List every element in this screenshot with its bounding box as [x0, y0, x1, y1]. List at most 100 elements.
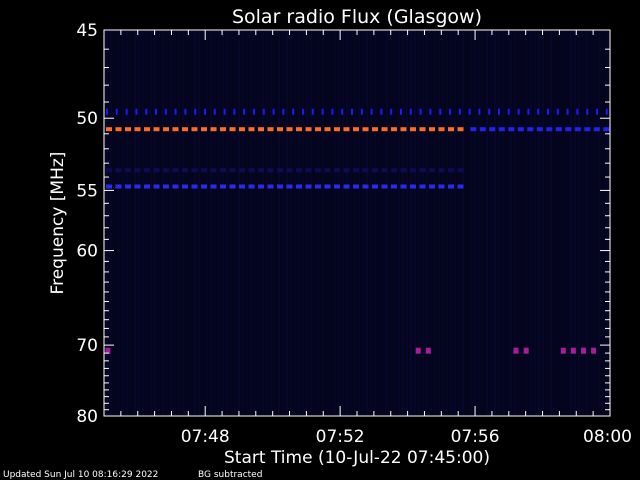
noise-streak: [174, 31, 176, 415]
band-segment: [213, 108, 216, 115]
band-segment: [305, 184, 312, 189]
band-segment: [115, 108, 118, 115]
noise-streak: [186, 31, 188, 415]
noise-streak: [234, 31, 236, 415]
noise-streak: [190, 31, 192, 415]
band-segment: [106, 168, 112, 173]
noise-streak: [382, 31, 384, 415]
band-segment: [400, 184, 407, 189]
band-segment: [106, 127, 112, 132]
band-segment: [134, 168, 141, 173]
noise-streak: [502, 31, 504, 415]
noise-streak: [278, 31, 280, 415]
noise-streak: [390, 31, 392, 415]
x-axis-label: Start Time (10-Jul-22 07:45:00): [224, 448, 490, 468]
band-segment: [182, 127, 188, 132]
noise-streak: [338, 31, 340, 415]
band-segment: [267, 168, 274, 173]
band-segment: [381, 127, 388, 132]
noise-streak: [238, 31, 240, 415]
band-segment: [370, 108, 373, 115]
noise-streak: [606, 31, 608, 415]
background-streaks: [106, 31, 608, 415]
band-segment: [324, 168, 331, 173]
noise-streak: [142, 31, 144, 415]
noise-streak: [422, 31, 424, 415]
y-tick-label: 50: [76, 109, 98, 129]
noise-streak: [138, 31, 140, 415]
band-segment: [508, 127, 515, 132]
noise-streak: [274, 31, 276, 415]
band-segment: [488, 108, 491, 115]
band-segment: [315, 184, 321, 189]
noise-streak: [210, 31, 212, 415]
noise-streak: [434, 31, 436, 415]
band-segment: [468, 108, 471, 115]
noise-streak: [342, 31, 344, 415]
noise-streak: [534, 31, 536, 415]
noise-streak: [322, 31, 324, 415]
band-segment: [498, 108, 500, 115]
band-segment: [498, 127, 505, 132]
band-segment: [448, 127, 454, 132]
noise-streak: [462, 31, 464, 415]
noise-streak: [198, 31, 200, 415]
band-segment: [153, 184, 160, 189]
band-segment: [527, 127, 534, 132]
band-segment: [144, 127, 150, 132]
burst-mark: [570, 347, 576, 354]
noise-streak: [294, 31, 296, 415]
noise-streak: [282, 31, 284, 415]
band-segment: [277, 184, 283, 189]
band-segment: [372, 184, 378, 189]
band-segment: [546, 127, 553, 132]
x-tick-label: 07:48: [181, 427, 230, 447]
band-segment: [537, 108, 540, 115]
band-segment: [410, 127, 416, 132]
noise-streak: [458, 31, 460, 415]
band-segment: [220, 127, 226, 132]
band-segment: [106, 184, 112, 189]
band-segment: [302, 108, 304, 115]
band-segment: [144, 184, 150, 189]
band-segment: [353, 168, 359, 173]
band-segment: [210, 127, 217, 132]
band-segment: [115, 184, 122, 189]
band-segment: [448, 168, 454, 173]
band-segment: [536, 127, 543, 132]
band-segment: [115, 168, 122, 173]
y-tick-label: 45: [76, 21, 98, 41]
noise-streak: [378, 31, 380, 415]
noise-streak: [418, 31, 420, 415]
noise-streak: [578, 31, 580, 415]
y-tick-label: 80: [76, 407, 98, 427]
noise-streak: [522, 31, 524, 415]
band-segment: [229, 127, 236, 132]
noise-streak: [406, 31, 408, 415]
band-segment: [239, 168, 245, 173]
band-segment: [258, 127, 264, 132]
noise-streak: [602, 31, 604, 415]
band-segment: [262, 108, 265, 115]
noise-streak: [226, 31, 228, 415]
noise-streak: [354, 31, 356, 415]
noise-streak: [574, 31, 576, 415]
noise-streak: [518, 31, 520, 415]
noise-streak: [598, 31, 600, 415]
noise-streak: [530, 31, 532, 415]
band-segment: [201, 127, 207, 132]
band-segment: [438, 184, 445, 189]
band-segment: [343, 184, 350, 189]
band-segment: [267, 127, 274, 132]
band-segment: [277, 127, 283, 132]
band-segment: [410, 184, 416, 189]
band-segment: [429, 127, 435, 132]
noise-streak: [582, 31, 584, 415]
noise-streak: [594, 31, 596, 415]
band-segment: [419, 127, 426, 132]
noise-streak: [270, 31, 272, 415]
band-segment: [125, 184, 131, 189]
band-segment: [324, 127, 331, 132]
band-segment: [248, 127, 255, 132]
